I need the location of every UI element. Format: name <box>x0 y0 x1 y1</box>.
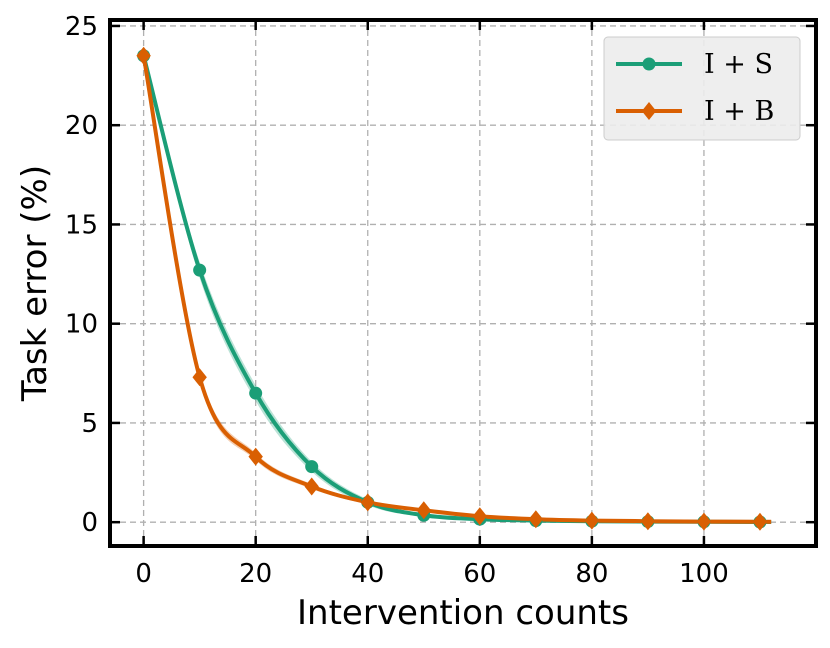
x-tick-label: 60 <box>463 559 496 589</box>
x-tick-labels: 0 20 40 60 80 100 <box>135 559 728 589</box>
x-tick-label: 40 <box>351 559 384 589</box>
data-point <box>193 263 207 277</box>
grid <box>110 20 816 546</box>
x-tick-label: 20 <box>239 559 272 589</box>
x-tick-label: 80 <box>575 559 608 589</box>
data-point <box>248 447 263 466</box>
data-point <box>696 512 712 531</box>
data-point <box>360 493 375 512</box>
legend-label: I + B <box>704 96 774 127</box>
data-point <box>640 512 656 531</box>
legend: I + S I + B <box>603 36 801 141</box>
y-tick-label: 15 <box>65 210 98 240</box>
data-point <box>584 511 600 530</box>
data-point <box>304 477 319 496</box>
axis-ticks <box>110 20 816 546</box>
y-tick-label: 5 <box>81 409 98 439</box>
legend-marker <box>642 57 656 71</box>
legend-marker <box>641 102 657 120</box>
x-tick-label: 0 <box>135 559 152 589</box>
y-tick-label: 0 <box>81 508 98 538</box>
y-tick-label: 25 <box>65 12 98 42</box>
data-point <box>416 501 431 520</box>
data-point <box>136 46 151 65</box>
x-axis-label: Intervention counts <box>297 593 629 633</box>
data-point <box>472 507 488 526</box>
series-markers <box>136 46 768 531</box>
x-tick-label: 100 <box>679 559 729 589</box>
plot-frame <box>108 18 818 548</box>
y-tick-labels: 0 5 10 15 20 25 <box>65 12 98 538</box>
y-tick-label: 20 <box>65 111 98 141</box>
data-point <box>752 512 768 531</box>
data-point <box>192 368 207 387</box>
data-point <box>305 460 319 474</box>
data-point <box>528 510 544 529</box>
data-point <box>249 386 263 400</box>
y-tick-label: 10 <box>65 310 98 340</box>
y-axis-label: Task error (%) <box>15 165 55 402</box>
legend-label: I + S <box>704 49 773 80</box>
